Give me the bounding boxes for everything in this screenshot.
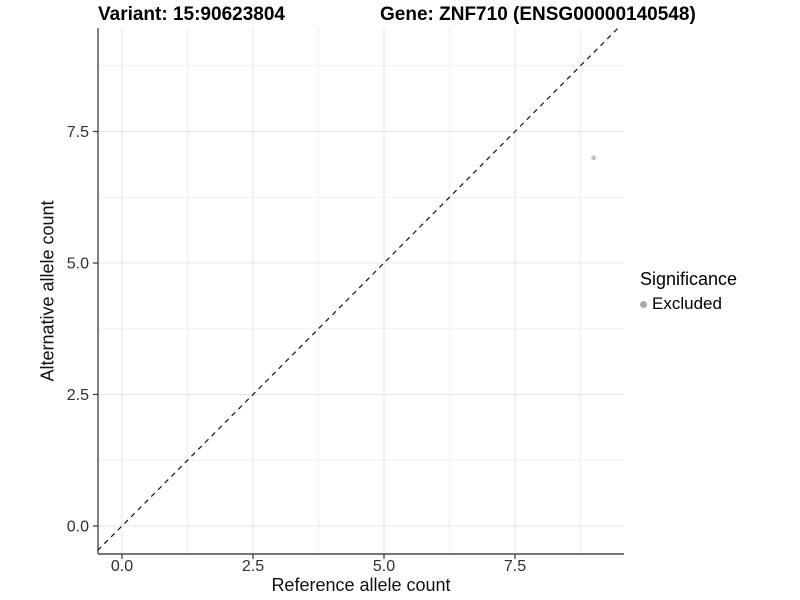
data-points bbox=[591, 155, 596, 161]
y-tick-label: 2.5 bbox=[67, 387, 89, 404]
y-tick-label: 7.5 bbox=[67, 124, 89, 141]
x-tick-label: 7.5 bbox=[504, 558, 526, 575]
identity-dashed-line bbox=[98, 28, 619, 551]
y-tick-label: 5.0 bbox=[67, 256, 89, 273]
x-tick-label: 2.5 bbox=[242, 558, 264, 575]
legend: Significance Excluded bbox=[640, 268, 737, 314]
legend-point-icon bbox=[640, 300, 647, 308]
y-axis-title: Alternative allele count bbox=[37, 200, 58, 382]
x-tick-label: 0.0 bbox=[111, 558, 133, 575]
plot-title-variant: Variant: 15:90623804 bbox=[98, 4, 285, 25]
y-tick-label: 0.0 bbox=[67, 519, 89, 536]
legend-item-excluded: Excluded bbox=[640, 294, 737, 314]
grid-minor bbox=[98, 28, 624, 554]
tick-marks bbox=[93, 130, 516, 559]
x-tick-label: 5.0 bbox=[373, 558, 395, 575]
legend-title: Significance bbox=[640, 269, 738, 289]
axis-lines bbox=[97, 28, 624, 555]
tick-labels: 0.0 2.5 5.0 7.5 0.0 2.5 5.0 7.5 bbox=[67, 124, 526, 575]
data-point bbox=[591, 155, 596, 161]
legend-item-label: Excluded bbox=[652, 294, 722, 313]
grid-major bbox=[98, 28, 624, 554]
x-axis-title: Reference allele count bbox=[271, 575, 451, 595]
plot-title-gene: Gene: ZNF710 (ENSG00000140548) bbox=[380, 4, 696, 25]
